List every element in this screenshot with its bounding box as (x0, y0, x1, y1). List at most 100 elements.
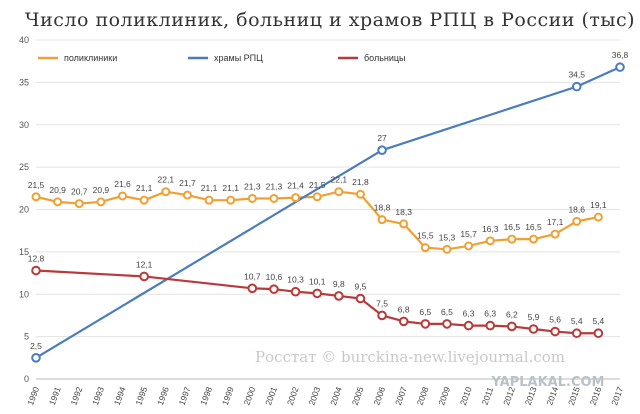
watermark-text: Росстат © burckina-new.livejournal.com (255, 348, 565, 366)
x-tick-label: 2000 (242, 385, 258, 406)
data-point (74, 199, 84, 209)
data-point (615, 62, 625, 72)
data-label: 15,3 (439, 232, 456, 242)
data-label: 6,3 (484, 309, 496, 319)
data-label: 6,2 (506, 309, 518, 319)
data-point (290, 286, 301, 297)
data-label: 12,8 (28, 254, 45, 264)
data-label: 7,5 (376, 298, 388, 308)
data-point (161, 187, 171, 197)
data-label: 9,5 (355, 281, 367, 291)
data-point (334, 291, 344, 301)
data-label: 21,5 (28, 180, 45, 190)
data-label: 16,3 (482, 224, 499, 234)
data-label: 27 (377, 133, 387, 143)
data-label: 20,9 (93, 185, 110, 195)
data-label: 36,8 (612, 50, 629, 60)
data-label: 10,6 (266, 272, 283, 282)
data-label: 18,6 (568, 204, 585, 214)
data-label: 6,8 (398, 304, 410, 314)
data-point (269, 284, 279, 294)
data-label: 5,6 (549, 315, 561, 325)
data-point (247, 283, 258, 294)
x-tick-label: 1999 (220, 385, 236, 406)
data-label: 21,3 (244, 181, 261, 191)
data-point (442, 244, 452, 254)
x-tick-label: 2017 (609, 385, 625, 406)
data-label: 17,1 (547, 217, 564, 227)
data-point (377, 310, 387, 321)
x-tick-label: 1990 (25, 385, 41, 406)
y-tick-label: 30 (19, 120, 29, 130)
data-point (31, 353, 41, 363)
data-label: 6,5 (441, 307, 453, 317)
x-tick-label: 2002 (285, 385, 301, 406)
data-point (485, 320, 496, 331)
x-tick-label: 1996 (155, 385, 171, 406)
data-label: 2,5 (30, 341, 42, 351)
legend-label: больницы (364, 53, 406, 63)
x-tick-label: 2003 (306, 385, 322, 406)
data-label: 34,5 (568, 70, 585, 80)
data-point (31, 265, 41, 276)
x-tick-label: 2008 (415, 385, 431, 406)
data-label: 15,5 (417, 231, 434, 241)
x-tick-label: 2005 (350, 385, 366, 406)
data-point (528, 234, 538, 244)
data-point (528, 324, 539, 334)
x-tick-label: 2007 (393, 385, 409, 406)
legend: поликлиники храмы РПЦ больницы (38, 53, 406, 63)
x-tick-label: 1992 (69, 385, 85, 406)
data-label: 21,7 (179, 178, 196, 188)
series-markers (31, 62, 625, 363)
data-label: 9,8 (333, 279, 345, 289)
data-point (118, 191, 128, 201)
data-point (377, 215, 387, 225)
data-point (507, 234, 517, 244)
data-label: 22,1 (331, 175, 348, 185)
y-tick-label: 20 (19, 205, 29, 215)
series-line-1 (35, 66, 621, 359)
legend-label: храмы РПЦ (214, 53, 263, 63)
data-point (420, 243, 430, 253)
data-label: 21,6 (114, 179, 131, 189)
data-point (398, 316, 409, 327)
y-tick-label: 35 (19, 77, 29, 87)
data-point (204, 195, 214, 205)
data-point (399, 219, 409, 229)
data-point (571, 81, 582, 92)
data-point (464, 241, 474, 251)
data-label: 10,1 (309, 276, 326, 286)
data-label: 19,1 (590, 200, 607, 210)
x-tick-label: 1994 (112, 385, 128, 406)
data-label: 22,1 (158, 175, 175, 185)
site-logo: YAPLAKAL.COM (491, 375, 605, 390)
data-label: 16,5 (504, 222, 521, 232)
data-point (139, 271, 149, 282)
data-point (550, 229, 560, 239)
x-tick-label: 2006 (371, 385, 387, 406)
data-point (442, 319, 452, 329)
data-label: 18,3 (395, 207, 412, 217)
data-label: 15,7 (460, 229, 477, 239)
data-point (312, 192, 322, 202)
data-point (247, 193, 257, 203)
data-point (420, 319, 431, 329)
y-tick-label: 25 (19, 162, 29, 172)
data-label: 21,1 (222, 183, 239, 193)
data-label: 21,4 (287, 181, 304, 191)
data-label: 21,5 (309, 180, 326, 190)
y-axis-ticks: 0 5 10 15 20 25 30 35 40 (19, 35, 29, 384)
data-point (355, 293, 366, 304)
x-tick-label: 1993 (90, 385, 106, 406)
data-point (463, 320, 474, 331)
data-point (571, 328, 582, 339)
data-label: 10,7 (244, 271, 261, 281)
data-point (31, 192, 41, 202)
x-tick-label: 2010 (458, 385, 474, 406)
data-point (53, 197, 63, 207)
y-tick-label: 5 (24, 332, 29, 342)
y-tick-label: 40 (19, 35, 29, 45)
x-tick-label: 2004 (328, 385, 344, 406)
